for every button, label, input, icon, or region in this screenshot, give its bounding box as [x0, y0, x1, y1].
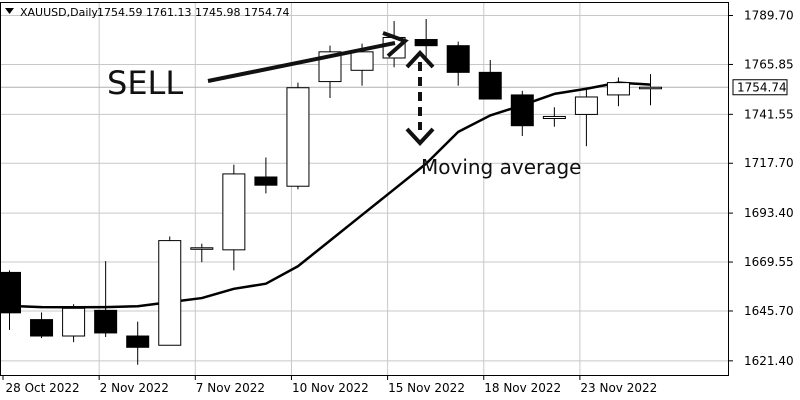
candle: [606, 77, 630, 107]
y-axis: 1789.70 1765.85 1741.55 1717.70 1693.40 1669.…: [728, 9, 794, 368]
candle-body-bear: [30, 319, 54, 337]
candle-body-bull: [350, 51, 374, 71]
y-tick-label: 1621.40: [744, 354, 794, 368]
candle-body-bull: [542, 115, 566, 120]
x-tick-label: 18 Nov 2022: [484, 381, 561, 395]
candles-group: [0, 19, 662, 365]
down-triangle-icon: [5, 8, 14, 14]
moving-average-annotation: Moving average: [421, 155, 582, 179]
x-tick-label: 7 Nov 2022: [196, 381, 265, 395]
candle-body-bull: [286, 87, 310, 187]
candle: [94, 261, 118, 338]
x-tick-label: 23 Nov 2022: [580, 381, 657, 395]
moving-average-group: [0, 81, 651, 309]
candle: [0, 270, 21, 330]
current-price-label: 1754.74: [737, 81, 787, 95]
sell-annotation: SELL: [107, 64, 183, 102]
x-tick-label: 10 Nov 2022: [292, 381, 369, 395]
x-tick-label: 2 Nov 2022: [100, 381, 169, 395]
current-price-tag: 1754.74: [732, 79, 788, 96]
moving-average-line: [0, 81, 651, 309]
candle: [446, 41, 470, 86]
sell-arrow: [207, 31, 409, 83]
y-tick-label: 1765.85: [744, 57, 794, 71]
candle-body-bear: [94, 309, 118, 334]
candle: [254, 157, 278, 194]
distance-arrow: [405, 50, 435, 146]
x-axis: 28 Oct 2022 2 Nov 2022 7 Nov 2022 10 Nov 20…: [2, 375, 657, 395]
y-tick-label: 1669.55: [744, 255, 794, 269]
y-tick-label: 1741.55: [744, 107, 794, 121]
y-tick-label: 1789.70: [744, 9, 794, 23]
candle: [62, 304, 86, 343]
grid: [1, 3, 728, 375]
candle: [286, 82, 310, 190]
candle-body-bear: [254, 176, 278, 186]
candle-body-bear: [478, 71, 502, 100]
candle-body-bear: [510, 94, 534, 127]
candle: [510, 90, 534, 136]
candle: [414, 19, 438, 61]
candle: [158, 236, 182, 346]
candle-body-bull: [606, 82, 630, 96]
candle: [478, 60, 502, 100]
candle-body-bear: [0, 271, 21, 314]
candle-body-bull: [222, 173, 246, 251]
candle: [639, 74, 662, 106]
candle-body-bear: [446, 45, 470, 73]
candle: [542, 107, 566, 127]
ohlc-label: 1754.59 1761.13 1745.98 1754.74: [97, 6, 289, 19]
candle: [222, 164, 246, 271]
candle-body-bull: [639, 86, 662, 90]
candle: [574, 87, 598, 147]
y-tick-label: 1645.70: [744, 304, 794, 318]
y-tick-label: 1717.70: [744, 156, 794, 170]
candle-body-bull: [574, 96, 598, 115]
candle: [30, 312, 54, 339]
candle-body-bull: [190, 247, 214, 250]
x-tick-label: 15 Nov 2022: [388, 381, 465, 395]
candle: [126, 321, 150, 365]
candle-body-bull: [62, 307, 86, 337]
y-tick-label: 1693.40: [744, 206, 794, 220]
candle: [190, 243, 214, 263]
x-tick-label: 28 Oct 2022: [6, 381, 80, 395]
candle-body-bear: [126, 335, 150, 348]
symbol-label: XAUUSD,Daily: [20, 6, 98, 19]
candle-body-bear: [414, 39, 438, 47]
candle-body-bull: [158, 240, 182, 346]
